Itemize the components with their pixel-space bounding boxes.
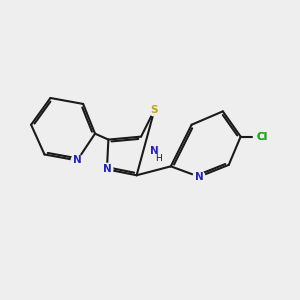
Text: Cl: Cl [257, 132, 268, 142]
Circle shape [148, 146, 160, 158]
Text: S: S [151, 105, 158, 115]
Text: N: N [73, 155, 82, 165]
Text: Cl: Cl [257, 132, 268, 142]
Circle shape [71, 154, 83, 166]
Circle shape [101, 164, 113, 175]
Text: N: N [150, 146, 159, 157]
Text: N: N [195, 172, 203, 182]
Circle shape [193, 171, 205, 183]
Text: N: N [103, 164, 111, 174]
Text: H: H [155, 154, 161, 163]
Circle shape [254, 128, 271, 146]
Circle shape [148, 104, 160, 116]
